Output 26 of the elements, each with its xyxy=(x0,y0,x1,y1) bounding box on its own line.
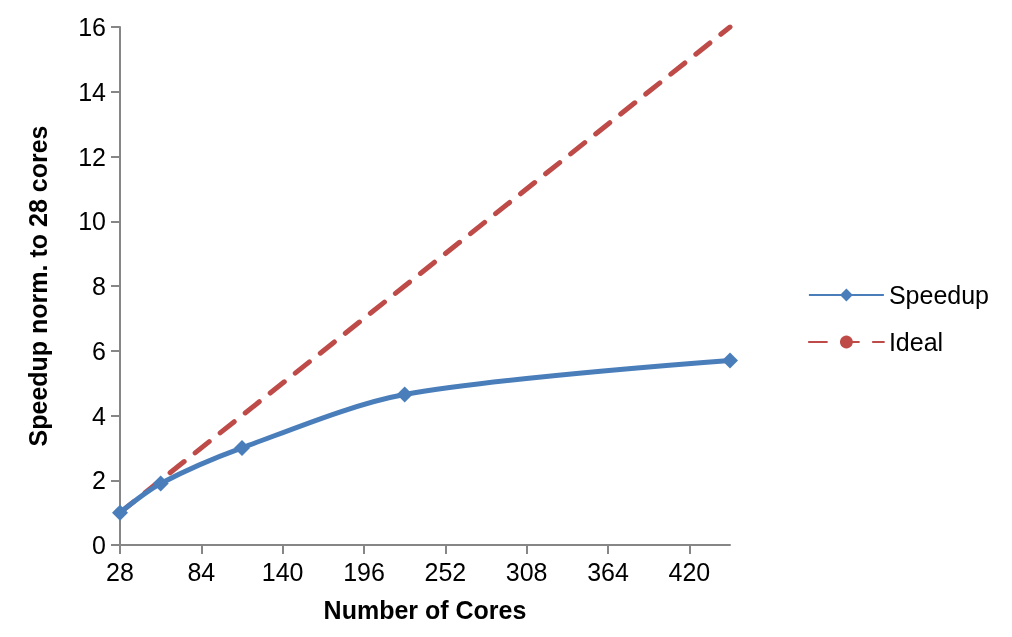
point xyxy=(152,475,169,492)
y-tick-label: 6 xyxy=(92,336,106,365)
y-tick-label: 12 xyxy=(78,142,106,171)
y-tick-label: 4 xyxy=(92,401,107,430)
legend-label: Ideal xyxy=(888,328,944,356)
x-tick-label: 364 xyxy=(587,557,629,586)
x-tick-label: 420 xyxy=(668,557,711,586)
point xyxy=(722,352,738,369)
point xyxy=(112,504,128,521)
x-tick-label: 28 xyxy=(106,557,134,586)
y-tick-label: 14 xyxy=(78,77,107,106)
x-tick-label: 196 xyxy=(343,557,385,586)
x-tick-label: 84 xyxy=(187,557,216,586)
y-tick-label: 8 xyxy=(92,272,106,300)
y-tick-label: 10 xyxy=(78,207,106,236)
x-tick-label: 140 xyxy=(261,557,304,586)
point xyxy=(234,439,250,456)
x-axis-title: Number of Cores xyxy=(323,595,527,624)
y-axis-title: Speedup norm. to 28 cores xyxy=(23,125,52,447)
x-tick-label: 252 xyxy=(424,557,467,586)
point xyxy=(396,386,413,403)
y-tick-label: 16 xyxy=(78,13,106,41)
legend-label: Speedup xyxy=(888,281,990,309)
x-tick-label: 308 xyxy=(505,557,548,586)
y-tick-label: 0 xyxy=(92,531,106,559)
y-tick-label: 2 xyxy=(92,466,106,495)
